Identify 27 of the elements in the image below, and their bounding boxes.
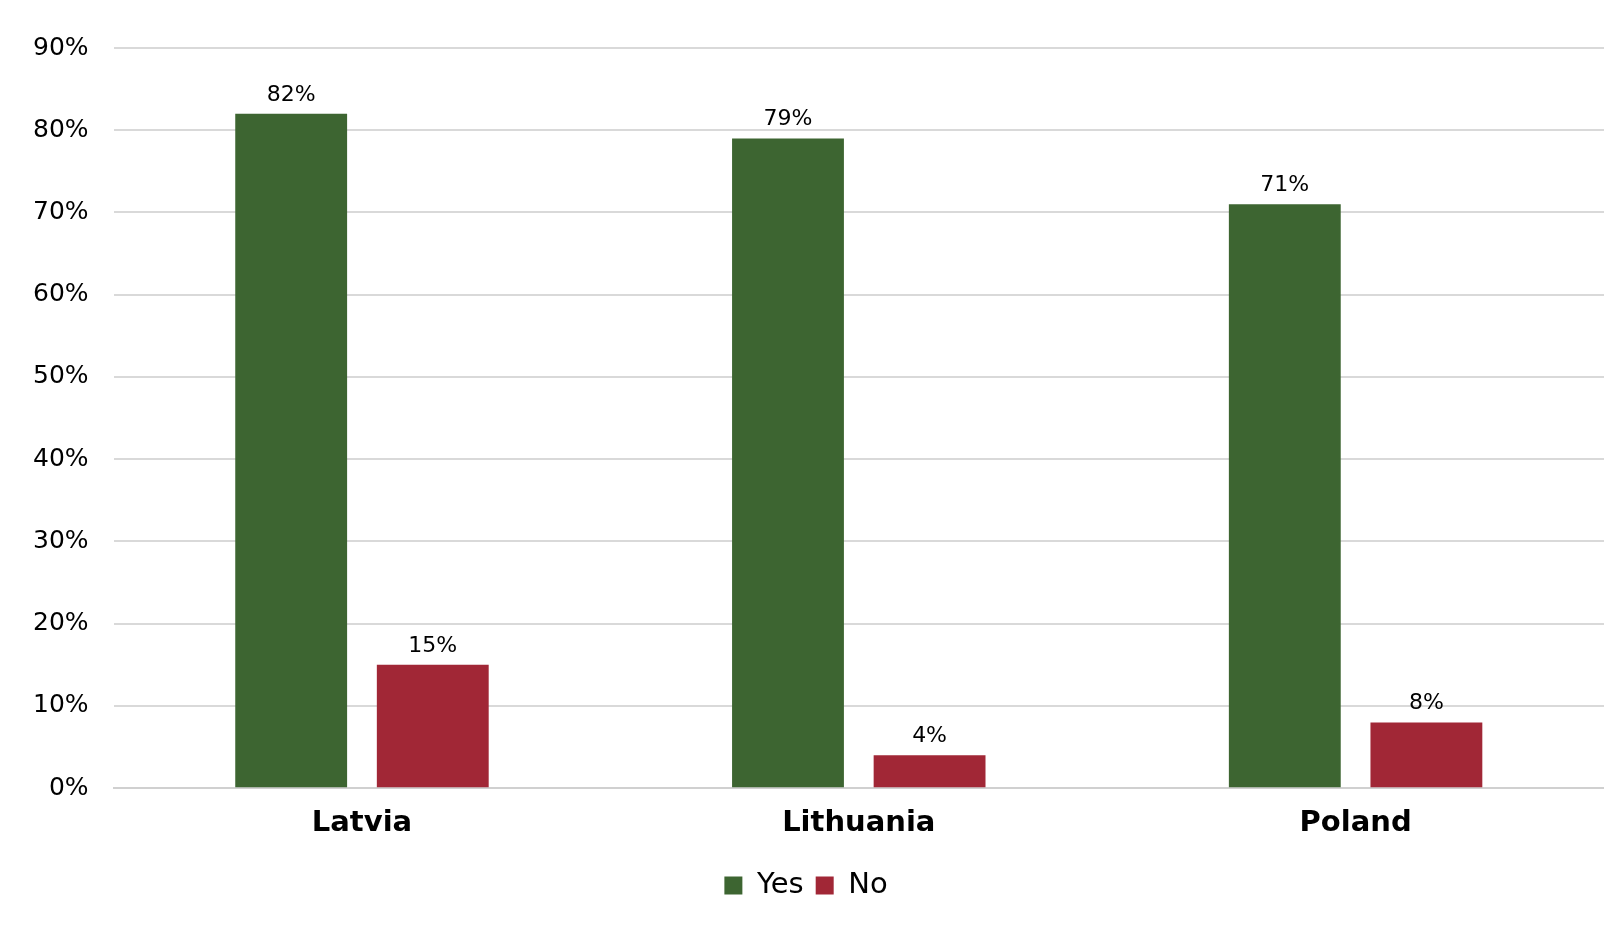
y-tick-label: 30% [32,524,89,554]
bar [1228,204,1341,788]
data-label: 15% [408,631,458,657]
y-tick-label: 90% [32,31,89,61]
data-label: 79% [763,105,813,131]
y-tick-label: 40% [32,442,89,472]
y-tick-label: 70% [32,195,89,225]
data-label: 71% [1260,170,1310,196]
x-tick-label: Poland [1299,804,1412,839]
y-tick-label: 50% [32,360,89,390]
bar [235,113,348,788]
y-tick-label: 60% [32,278,89,308]
x-tick-label: Lithuania [782,804,936,839]
bar [376,664,489,788]
y-tick-label: 10% [32,689,89,719]
data-label: 4% [912,722,948,748]
y-tick-label: 20% [32,607,89,637]
legend-label: Yes [755,866,804,901]
y-tick-label: 0% [48,771,89,801]
bar [873,755,986,788]
data-label: 8% [1408,689,1444,715]
legend-label: No [848,866,888,901]
y-tick-label: 80% [32,113,89,143]
data-label: 82% [266,80,316,106]
bar [732,138,844,788]
x-tick-label: Latvia [311,804,413,839]
bar [1370,722,1483,788]
